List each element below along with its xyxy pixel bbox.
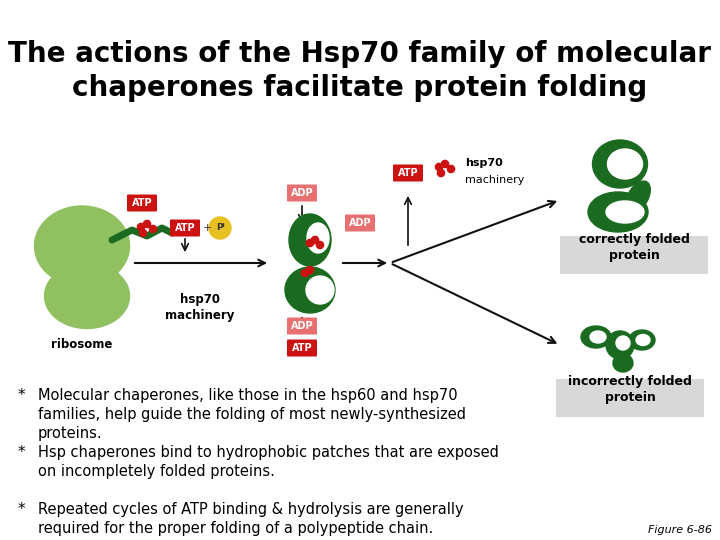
Ellipse shape: [316, 241, 323, 248]
Text: hsp70: hsp70: [465, 158, 503, 168]
Text: Molecular chaperones, like those in the hsp60 and hsp70
families, help guide the: Molecular chaperones, like those in the …: [38, 388, 466, 441]
Text: Repeated cycles of ATP binding & hydrolysis are generally
required for the prope: Repeated cycles of ATP binding & hydroly…: [38, 502, 464, 536]
Ellipse shape: [35, 206, 130, 286]
Ellipse shape: [289, 214, 331, 266]
Ellipse shape: [636, 334, 650, 346]
Text: ATP: ATP: [175, 223, 195, 233]
Text: Figure 6-86: Figure 6-86: [648, 525, 712, 535]
Ellipse shape: [302, 269, 309, 276]
FancyBboxPatch shape: [287, 185, 317, 201]
Ellipse shape: [436, 164, 443, 171]
Text: hsp70: hsp70: [180, 293, 220, 306]
Text: *: *: [18, 445, 26, 460]
Ellipse shape: [311, 237, 319, 244]
Ellipse shape: [45, 264, 130, 328]
Ellipse shape: [285, 267, 335, 313]
Text: Pᴵ: Pᴵ: [216, 224, 225, 233]
FancyBboxPatch shape: [556, 379, 704, 417]
Ellipse shape: [616, 336, 630, 350]
Text: machinery: machinery: [166, 309, 235, 322]
Ellipse shape: [629, 330, 655, 350]
Ellipse shape: [441, 160, 449, 167]
FancyBboxPatch shape: [345, 214, 375, 232]
Ellipse shape: [150, 225, 157, 233]
Ellipse shape: [593, 140, 647, 188]
Text: ribosome: ribosome: [51, 338, 113, 351]
Text: ATP: ATP: [132, 198, 153, 208]
Ellipse shape: [608, 149, 642, 179]
Ellipse shape: [447, 165, 454, 173]
FancyBboxPatch shape: [287, 340, 317, 356]
Ellipse shape: [140, 230, 147, 237]
Ellipse shape: [606, 331, 634, 359]
Ellipse shape: [307, 223, 329, 253]
FancyBboxPatch shape: [560, 236, 708, 274]
Ellipse shape: [626, 181, 650, 213]
Ellipse shape: [307, 239, 314, 247]
Text: ADP: ADP: [291, 321, 313, 331]
Text: correctly folded
protein: correctly folded protein: [579, 233, 690, 261]
Text: ADP: ADP: [348, 218, 372, 228]
Text: ATP: ATP: [397, 168, 418, 178]
Text: ATP: ATP: [292, 343, 312, 353]
Text: ADP: ADP: [291, 188, 313, 198]
FancyBboxPatch shape: [127, 194, 157, 212]
Ellipse shape: [581, 326, 611, 348]
Ellipse shape: [306, 276, 334, 304]
Ellipse shape: [606, 201, 644, 223]
Ellipse shape: [143, 220, 150, 227]
Text: +: +: [202, 223, 212, 233]
Ellipse shape: [209, 217, 231, 239]
Ellipse shape: [307, 266, 314, 274]
Ellipse shape: [590, 331, 606, 343]
Ellipse shape: [138, 224, 145, 231]
Text: Hsp chaperones bind to hydrophobic patches that are exposed
on incompletely fold: Hsp chaperones bind to hydrophobic patch…: [38, 445, 499, 479]
Ellipse shape: [588, 192, 648, 232]
Text: incorrectly folded
protein: incorrectly folded protein: [568, 375, 692, 404]
FancyBboxPatch shape: [170, 219, 200, 237]
FancyBboxPatch shape: [393, 165, 423, 181]
Ellipse shape: [613, 354, 633, 372]
Ellipse shape: [438, 170, 445, 177]
Text: *: *: [18, 388, 26, 403]
Text: machinery: machinery: [465, 175, 524, 185]
FancyBboxPatch shape: [287, 318, 317, 334]
Text: *: *: [18, 502, 26, 517]
Text: The actions of the Hsp70 family of molecular
chaperones facilitate protein foldi: The actions of the Hsp70 family of molec…: [9, 40, 711, 102]
